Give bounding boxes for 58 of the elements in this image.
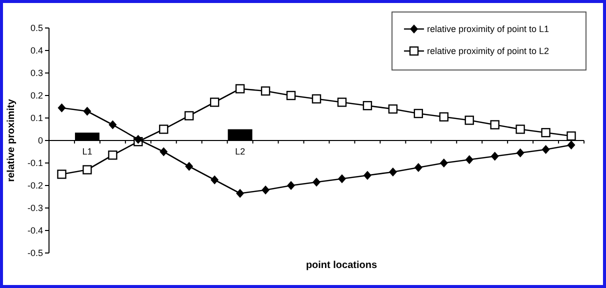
point (287, 181, 296, 190)
point (58, 103, 66, 112)
point (210, 98, 220, 107)
point (414, 108, 424, 118)
point (312, 178, 320, 187)
y-axis-title: relative proximity (6, 98, 17, 182)
y-tick-label: -0.5 (27, 248, 43, 258)
legend-label: relative proximity of point to L2 (427, 46, 550, 56)
point (516, 124, 525, 134)
y-tick-label: 0 (38, 136, 43, 146)
y-tick-label: 0.1 (30, 113, 43, 124)
point (286, 90, 296, 100)
point (185, 162, 194, 171)
point (363, 170, 372, 180)
point (516, 148, 524, 158)
point (567, 140, 576, 150)
point (260, 86, 270, 96)
point (83, 106, 92, 116)
point (388, 104, 398, 114)
y-tick-label: -0.4 (27, 226, 43, 236)
point (338, 174, 346, 184)
point (82, 165, 92, 174)
y-tick-label: 0.3 (30, 68, 43, 78)
point (160, 147, 168, 156)
point (388, 168, 397, 176)
x-tick-label: L1 (82, 146, 92, 156)
point (490, 152, 499, 161)
x-tick-label: L2 (235, 146, 246, 156)
point (159, 124, 168, 134)
point (108, 150, 118, 160)
y-tick-label: -0.1 (27, 158, 43, 168)
y-tick-label: -0.3 (27, 203, 43, 214)
point (490, 120, 500, 130)
legend-label: relative proximity of point to L1 (427, 24, 550, 34)
x-axis-title: point locations (306, 260, 378, 271)
point (362, 101, 372, 110)
y-tick-label: 0.2 (30, 90, 43, 101)
point (465, 155, 474, 164)
point (262, 186, 270, 194)
point (566, 131, 576, 141)
point (541, 128, 550, 138)
point (312, 94, 322, 104)
y-tick-label: 0.5 (30, 23, 43, 34)
point (184, 111, 194, 120)
point (337, 98, 347, 107)
point (236, 188, 244, 198)
point (414, 163, 422, 172)
point (235, 84, 245, 94)
point (542, 145, 550, 154)
point (440, 158, 448, 168)
y-tick-label: 0.4 (30, 46, 43, 56)
point (439, 112, 448, 122)
point (464, 116, 474, 125)
point (108, 120, 117, 130)
point (57, 170, 66, 179)
y-tick-label: -0.2 (27, 180, 43, 191)
point (134, 134, 142, 144)
point (210, 175, 219, 184)
